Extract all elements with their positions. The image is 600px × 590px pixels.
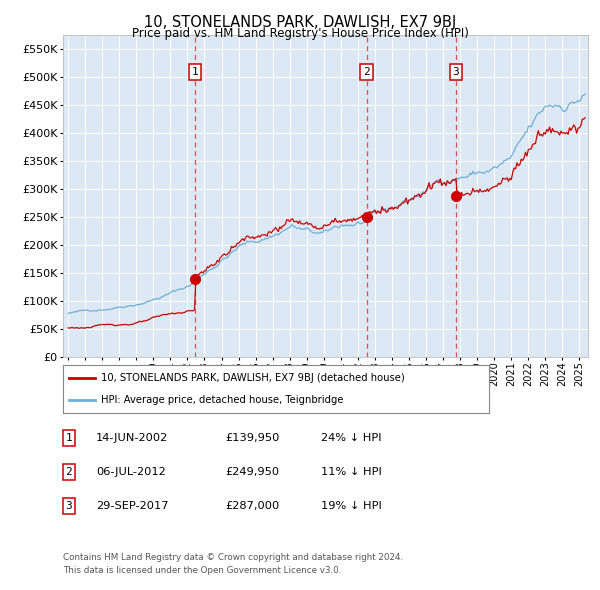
Text: 10, STONELANDS PARK, DAWLISH, EX7 9BJ: 10, STONELANDS PARK, DAWLISH, EX7 9BJ (144, 15, 456, 30)
Text: This data is licensed under the Open Government Licence v3.0.: This data is licensed under the Open Gov… (63, 566, 341, 575)
Text: 2: 2 (363, 67, 370, 77)
Text: 3: 3 (452, 67, 459, 77)
Text: Price paid vs. HM Land Registry's House Price Index (HPI): Price paid vs. HM Land Registry's House … (131, 27, 469, 40)
Text: 14-JUN-2002: 14-JUN-2002 (96, 433, 168, 442)
Text: 06-JUL-2012: 06-JUL-2012 (96, 467, 166, 477)
Text: £249,950: £249,950 (225, 467, 279, 477)
Text: HPI: Average price, detached house, Teignbridge: HPI: Average price, detached house, Teig… (101, 395, 344, 405)
Text: Contains HM Land Registry data © Crown copyright and database right 2024.: Contains HM Land Registry data © Crown c… (63, 553, 403, 562)
Text: 1: 1 (192, 67, 199, 77)
Text: £139,950: £139,950 (225, 433, 280, 442)
Text: 3: 3 (65, 502, 73, 511)
Text: 2: 2 (65, 467, 73, 477)
Text: 11% ↓ HPI: 11% ↓ HPI (321, 467, 382, 477)
Text: 19% ↓ HPI: 19% ↓ HPI (321, 502, 382, 511)
Text: 1: 1 (65, 433, 73, 442)
Text: 29-SEP-2017: 29-SEP-2017 (96, 502, 169, 511)
Text: £287,000: £287,000 (225, 502, 279, 511)
Text: 10, STONELANDS PARK, DAWLISH, EX7 9BJ (detached house): 10, STONELANDS PARK, DAWLISH, EX7 9BJ (d… (101, 373, 405, 383)
Text: 24% ↓ HPI: 24% ↓ HPI (321, 433, 382, 442)
